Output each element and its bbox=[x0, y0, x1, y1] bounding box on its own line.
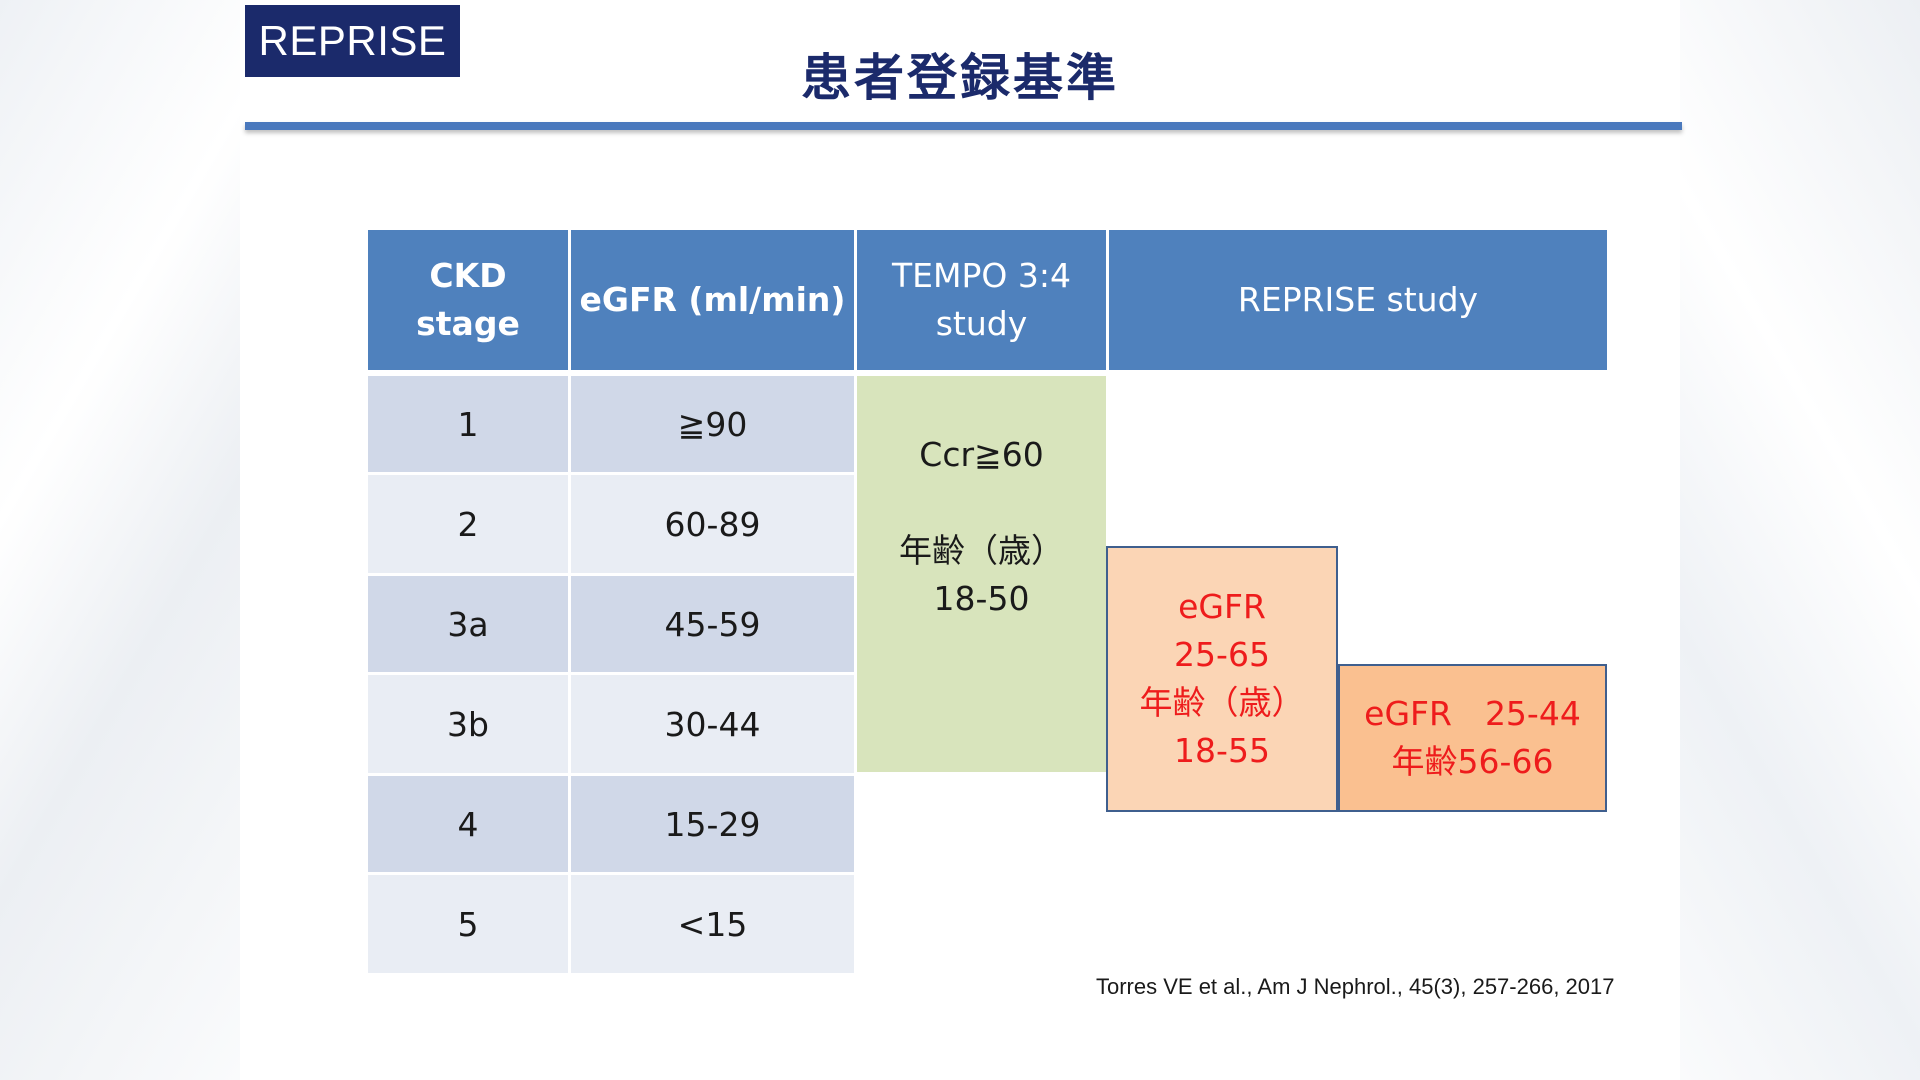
citation: Torres VE et al., Am J Nephrol., 45(3), … bbox=[1096, 974, 1615, 999]
reprise1-age-range: 18-55 bbox=[1174, 731, 1270, 770]
reprise2-egfr: eGFR 25-44 bbox=[1364, 694, 1581, 733]
header-tempo-line1: TEMPO 3:4 bbox=[892, 256, 1071, 295]
header-reprise-label: REPRISE study bbox=[1237, 280, 1479, 319]
egfr-cell: 60-89 bbox=[571, 475, 854, 573]
reprise-group1-block: eGFR 25-65 年齢（歳） 18-55 bbox=[1106, 546, 1338, 812]
stage-cell: 3b bbox=[368, 675, 568, 773]
reprise-group2-block: eGFR 25-44 年齢56-66 bbox=[1338, 664, 1607, 812]
header-egfr: eGFR (ml/min) bbox=[571, 230, 854, 370]
background-left-panel bbox=[0, 0, 240, 1080]
stage-cell: 4 bbox=[368, 776, 568, 872]
egfr-cell: ≧90 bbox=[571, 376, 854, 472]
header-ckd-line1: CKD bbox=[429, 256, 507, 295]
brand-label: REPRISE bbox=[245, 5, 460, 77]
page-title: 患者登録基準 bbox=[801, 49, 1119, 107]
header-reprise: REPRISE study bbox=[1109, 230, 1607, 370]
egfr-cell: 30-44 bbox=[571, 675, 854, 773]
tempo-age-label: 年齢（歳） bbox=[899, 531, 1064, 570]
egfr-cell: <15 bbox=[571, 875, 854, 973]
background-right-panel bbox=[1680, 0, 1920, 1080]
header-ckd-line2: stage bbox=[416, 304, 520, 343]
header-ckd-stage: CKD stage bbox=[368, 230, 568, 370]
reprise1-age-label: 年齢（歳） bbox=[1139, 683, 1305, 722]
tempo-criteria-block: Ccr≧60 年齢（歳） 18-50 bbox=[857, 376, 1106, 772]
reprise2-age: 年齢56-66 bbox=[1391, 742, 1554, 781]
reprise1-egfr-label: eGFR bbox=[1178, 587, 1266, 626]
egfr-cell: 45-59 bbox=[571, 576, 854, 672]
stage-cell: 3a bbox=[368, 576, 568, 672]
tempo-age-range: 18-50 bbox=[933, 579, 1030, 618]
stage-cell: 2 bbox=[368, 475, 568, 573]
header-tempo-line2: study bbox=[935, 304, 1028, 343]
stage-cell: 5 bbox=[368, 875, 568, 973]
egfr-cell: 15-29 bbox=[571, 776, 854, 872]
reprise1-egfr-range: 25-65 bbox=[1174, 635, 1270, 674]
stage-cell: 1 bbox=[368, 376, 568, 472]
header-tempo: TEMPO 3:4 study bbox=[857, 230, 1106, 370]
header-egfr-label: eGFR (ml/min) bbox=[579, 280, 846, 319]
slide: REPRISE 患者登録基準 CKD stage eGFR (ml/min) T… bbox=[240, 0, 1682, 1080]
tempo-ccr: Ccr≧60 bbox=[919, 435, 1044, 474]
title-divider bbox=[245, 122, 1682, 130]
